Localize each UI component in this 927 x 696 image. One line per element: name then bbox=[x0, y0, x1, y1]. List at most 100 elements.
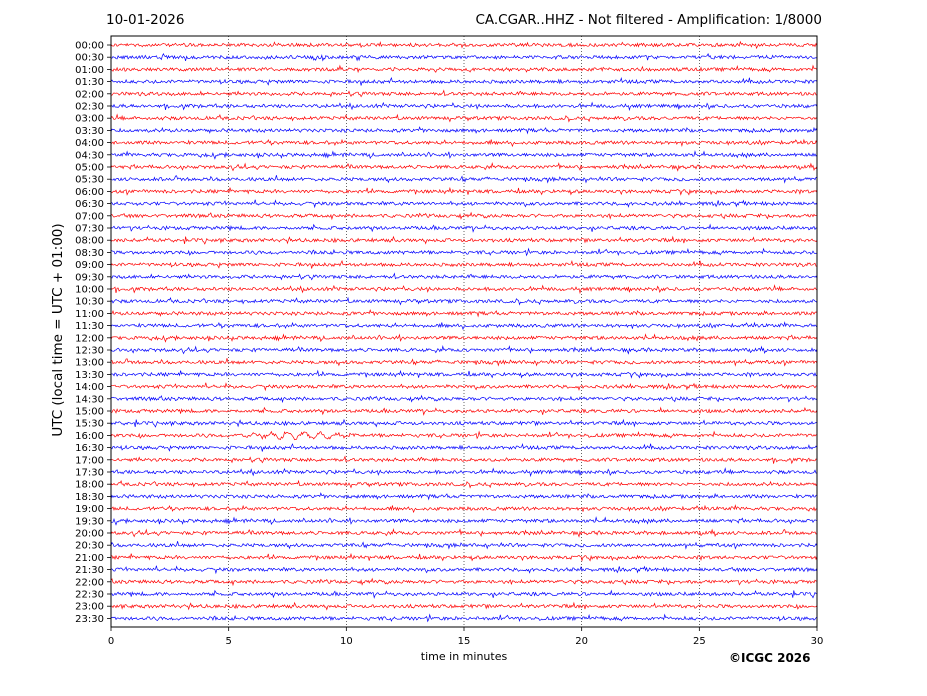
trace-0800 bbox=[110, 235, 818, 245]
y-tick-label: 07:30 bbox=[75, 224, 104, 235]
y-tick-label: 08:30 bbox=[75, 248, 104, 259]
y-tick-label: 11:00 bbox=[75, 309, 104, 320]
y-tick-label: 20:00 bbox=[75, 529, 104, 540]
y-tick-label: 00:30 bbox=[75, 53, 104, 64]
trace-2300 bbox=[110, 601, 818, 611]
chart-title: CA.CGAR..HHZ - Not filtered - Amplificat… bbox=[475, 12, 822, 28]
trace-0600 bbox=[110, 186, 818, 196]
y-tick-label: 21:00 bbox=[75, 553, 104, 564]
y-tick-label: 15:30 bbox=[75, 419, 104, 430]
y-tick-label: 22:00 bbox=[75, 577, 104, 588]
x-tick-label: 10 bbox=[340, 636, 353, 647]
y-tick-label: 22:30 bbox=[75, 590, 104, 601]
trace-0330 bbox=[110, 126, 818, 135]
trace-1230 bbox=[110, 345, 818, 355]
trace-0000 bbox=[110, 40, 818, 50]
trace-1400 bbox=[110, 382, 818, 392]
trace-1700 bbox=[111, 455, 818, 465]
y-tick-label: 16:30 bbox=[75, 443, 104, 454]
y-tick-label: 05:30 bbox=[75, 175, 104, 186]
trace-1200 bbox=[110, 333, 818, 343]
trace-0400 bbox=[110, 138, 818, 148]
y-tick-label: 07:00 bbox=[75, 211, 104, 222]
trace-1900 bbox=[110, 504, 818, 514]
y-tick-label: 08:00 bbox=[75, 236, 104, 247]
trace-2200 bbox=[110, 577, 818, 587]
y-tick-label: 21:30 bbox=[75, 565, 104, 576]
trace-0130 bbox=[110, 76, 818, 86]
copyright-notice: ©ICGC 2026 bbox=[729, 651, 811, 665]
trace-1330 bbox=[110, 369, 818, 379]
trace-0730 bbox=[110, 223, 818, 233]
trace-0630 bbox=[110, 199, 818, 209]
trace-0030 bbox=[111, 53, 818, 62]
trace-1130 bbox=[110, 321, 818, 331]
trace-0830 bbox=[110, 247, 818, 257]
trace-1830 bbox=[110, 492, 818, 501]
x-tick-label: 20 bbox=[575, 636, 588, 647]
y-axis-label: UTC (local time = UTC + 01:00) bbox=[50, 223, 66, 437]
plot-frame bbox=[110, 35, 818, 628]
y-tick-label: 19:00 bbox=[75, 504, 104, 515]
y-tick-label: 12:00 bbox=[75, 333, 104, 344]
trace-1500 bbox=[110, 406, 818, 416]
chart-date: 10-01-2026 bbox=[106, 12, 185, 28]
y-tick-label: 04:00 bbox=[75, 138, 104, 149]
y-tick-label: 17:00 bbox=[75, 455, 104, 466]
trace-1600 bbox=[110, 430, 818, 441]
x-tick-label: 30 bbox=[811, 636, 824, 647]
y-tick-label: 19:30 bbox=[75, 516, 104, 527]
trace-1000 bbox=[110, 284, 818, 295]
trace-0930 bbox=[110, 272, 818, 281]
y-tick-label: 18:00 bbox=[75, 480, 104, 491]
trace-2000 bbox=[110, 528, 818, 538]
y-tick-label: 23:00 bbox=[75, 602, 104, 613]
trace-0300 bbox=[110, 113, 818, 123]
y-tick-label: 03:30 bbox=[75, 126, 104, 137]
x-tick-label: 15 bbox=[458, 636, 471, 647]
y-tick-label: 16:00 bbox=[75, 431, 104, 442]
x-tick-label: 5 bbox=[225, 636, 231, 647]
trace-1930 bbox=[110, 516, 818, 526]
trace-1100 bbox=[110, 309, 818, 318]
y-tick-label: 00:00 bbox=[75, 41, 104, 52]
trace-2130 bbox=[110, 565, 818, 575]
y-tick-label: 04:30 bbox=[75, 150, 104, 161]
y-tick-label: 17:30 bbox=[75, 468, 104, 479]
y-tick-label: 11:30 bbox=[75, 321, 104, 332]
y-tick-label: 12:30 bbox=[75, 346, 104, 357]
trace-0430 bbox=[111, 150, 818, 160]
trace-0200 bbox=[110, 89, 817, 98]
y-tick-label: 13:00 bbox=[75, 358, 104, 369]
y-tick-label: 20:30 bbox=[75, 541, 104, 552]
y-tick-label: 13:30 bbox=[75, 370, 104, 381]
y-tick-label: 02:30 bbox=[75, 102, 104, 113]
y-tick-label: 06:30 bbox=[75, 199, 104, 210]
x-tick-label: 0 bbox=[108, 636, 114, 647]
y-tick-label: 06:00 bbox=[75, 187, 104, 198]
trace-1630 bbox=[110, 442, 818, 452]
trace-1800 bbox=[110, 479, 818, 489]
trace-1530 bbox=[110, 418, 818, 428]
trace-0900 bbox=[110, 259, 817, 269]
trace-2030 bbox=[110, 541, 818, 550]
trace-2330 bbox=[110, 613, 818, 623]
y-tick-label: 14:30 bbox=[75, 394, 104, 405]
trace-0100 bbox=[110, 64, 818, 74]
trace-1730 bbox=[110, 467, 818, 478]
y-tick-label: 09:00 bbox=[75, 260, 104, 271]
trace-0700 bbox=[111, 211, 818, 221]
y-tick-label: 14:00 bbox=[75, 382, 104, 393]
y-tick-label: 05:00 bbox=[75, 163, 104, 174]
y-tick-label: 15:00 bbox=[75, 407, 104, 418]
trace-2100 bbox=[110, 552, 818, 562]
y-tick-label: 01:30 bbox=[75, 77, 104, 88]
trace-1430 bbox=[110, 394, 818, 404]
trace-2230 bbox=[110, 589, 818, 599]
y-tick-label: 02:00 bbox=[75, 89, 104, 100]
x-axis-label: time in minutes bbox=[420, 650, 508, 663]
x-tick-label: 25 bbox=[693, 636, 706, 647]
trace-0230 bbox=[110, 101, 818, 112]
y-tick-label: 10:00 bbox=[75, 285, 104, 296]
